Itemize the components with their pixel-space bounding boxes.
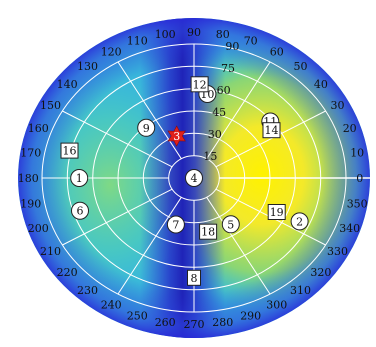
marker-circle-7 — [166, 215, 185, 234]
azimuth-tick-40: 40 — [314, 78, 328, 91]
marker-square-16 — [60, 142, 79, 159]
marker-2: 2 — [290, 212, 309, 231]
azimuth-tick-110: 110 — [127, 35, 148, 48]
zenith-tick-60: 60 — [217, 84, 231, 97]
azimuth-tick-160: 160 — [28, 122, 49, 135]
marker-label-5: 5 — [227, 218, 234, 231]
azimuth-tick-120: 120 — [101, 46, 122, 59]
marker-3: 3 — [167, 125, 186, 147]
marker-7: 7 — [166, 215, 185, 234]
azimuth-tick-70: 70 — [244, 35, 258, 48]
azimuth-tick-150: 150 — [40, 99, 61, 112]
grid-spoke-300 — [206, 197, 271, 295]
marker-square-19 — [267, 204, 286, 220]
azimuth-tick-60: 60 — [270, 46, 284, 59]
marker-label-3: 3 — [173, 130, 180, 143]
azimuth-tick-340: 340 — [339, 222, 360, 235]
azimuth-tick-290: 290 — [240, 309, 261, 322]
marker-6: 6 — [71, 201, 89, 220]
azimuth-tick-330: 330 — [327, 245, 348, 258]
azimuth-tick-50: 50 — [294, 60, 308, 73]
zenith-tick-15: 15 — [203, 150, 217, 163]
azimuth-tick-220: 220 — [57, 266, 78, 279]
azimuth-tick-20: 20 — [343, 122, 357, 135]
azimuth-tick-90: 90 — [187, 26, 201, 39]
marker-square-12 — [190, 76, 209, 93]
marker-label-1: 1 — [76, 172, 83, 185]
azimuth-tick-labels: 0102030405060708090100110120130140150160… — [18, 26, 368, 331]
marker-label-9: 9 — [143, 122, 150, 135]
marker-square-18 — [199, 223, 218, 240]
zenith-tick-45: 45 — [212, 106, 226, 119]
marker-18: 18 — [199, 223, 218, 240]
marker-circle-1 — [70, 169, 89, 187]
azimuth-tick-250: 250 — [127, 309, 148, 322]
marker-label-12: 12 — [193, 78, 207, 91]
azimuth-tick-240: 240 — [101, 299, 122, 312]
marker-label-7: 7 — [172, 219, 179, 232]
marker-circle-9 — [137, 118, 156, 137]
azimuth-tick-320: 320 — [310, 266, 331, 279]
grid-spoke-60 — [206, 61, 271, 159]
zenith-tick-75: 75 — [221, 62, 235, 75]
azimuth-tick-80: 80 — [216, 28, 230, 41]
marker-label-16: 16 — [63, 145, 77, 158]
azimuth-tick-310: 310 — [290, 284, 311, 297]
marker-14: 14 — [262, 122, 281, 139]
azimuth-tick-190: 190 — [20, 197, 41, 210]
azimuth-tick-100: 100 — [155, 28, 176, 41]
azimuth-tick-260: 260 — [155, 316, 176, 329]
azimuth-tick-270: 270 — [184, 318, 205, 331]
azimuth-tick-300: 300 — [266, 299, 287, 312]
azimuth-tick-210: 210 — [40, 245, 61, 258]
marker-label-6: 6 — [77, 205, 84, 218]
azimuth-tick-140: 140 — [57, 78, 78, 91]
marker-8: 8 — [187, 269, 201, 286]
grid-spoke-240 — [117, 197, 182, 295]
azimuth-tick-0: 0 — [356, 172, 363, 185]
marker-star-3 — [167, 125, 186, 147]
azimuth-tick-350: 350 — [347, 197, 368, 210]
marker-9: 9 — [137, 118, 156, 137]
marker-4: 4 — [185, 169, 203, 187]
grid-spoke-30 — [215, 110, 326, 168]
marker-label-8: 8 — [191, 272, 198, 285]
azimuth-tick-200: 200 — [28, 222, 49, 235]
marker-square-8 — [187, 269, 201, 286]
marker-12: 12 — [190, 76, 209, 93]
marker-19: 19 — [267, 204, 286, 220]
marker-circle-5 — [221, 215, 240, 234]
marker-label-19: 19 — [270, 206, 284, 219]
azimuth-tick-230: 230 — [77, 284, 98, 297]
zenith-tick-30: 30 — [208, 128, 222, 141]
marker-square-14 — [262, 122, 281, 139]
azimuth-tick-130: 130 — [77, 60, 98, 73]
grid-spoke-150 — [62, 110, 173, 168]
marker-label-14: 14 — [265, 124, 279, 137]
marker-16: 16 — [60, 142, 79, 159]
zenith-tick-labels: 90 75 60 45 30 15 — [203, 40, 239, 163]
azimuth-tick-180: 180 — [18, 172, 39, 185]
grid-spoke-210 — [62, 188, 173, 246]
marker-circle-2 — [290, 212, 309, 231]
marker-circle-4 — [185, 169, 203, 187]
azimuth-tick-170: 170 — [20, 147, 41, 160]
marker-5: 5 — [221, 215, 240, 234]
marker-label-4: 4 — [191, 172, 198, 185]
azimuth-tick-280: 280 — [212, 316, 233, 329]
azimuth-tick-10: 10 — [350, 147, 364, 160]
azimuth-tick-30: 30 — [331, 99, 345, 112]
marker-label-18: 18 — [201, 226, 215, 239]
grid-spoke-120 — [117, 61, 182, 159]
zenith-tick-90: 90 — [225, 40, 239, 53]
marker-label-2: 2 — [296, 215, 303, 228]
marker-circle-6 — [71, 201, 89, 220]
marker-1: 1 — [70, 169, 89, 187]
